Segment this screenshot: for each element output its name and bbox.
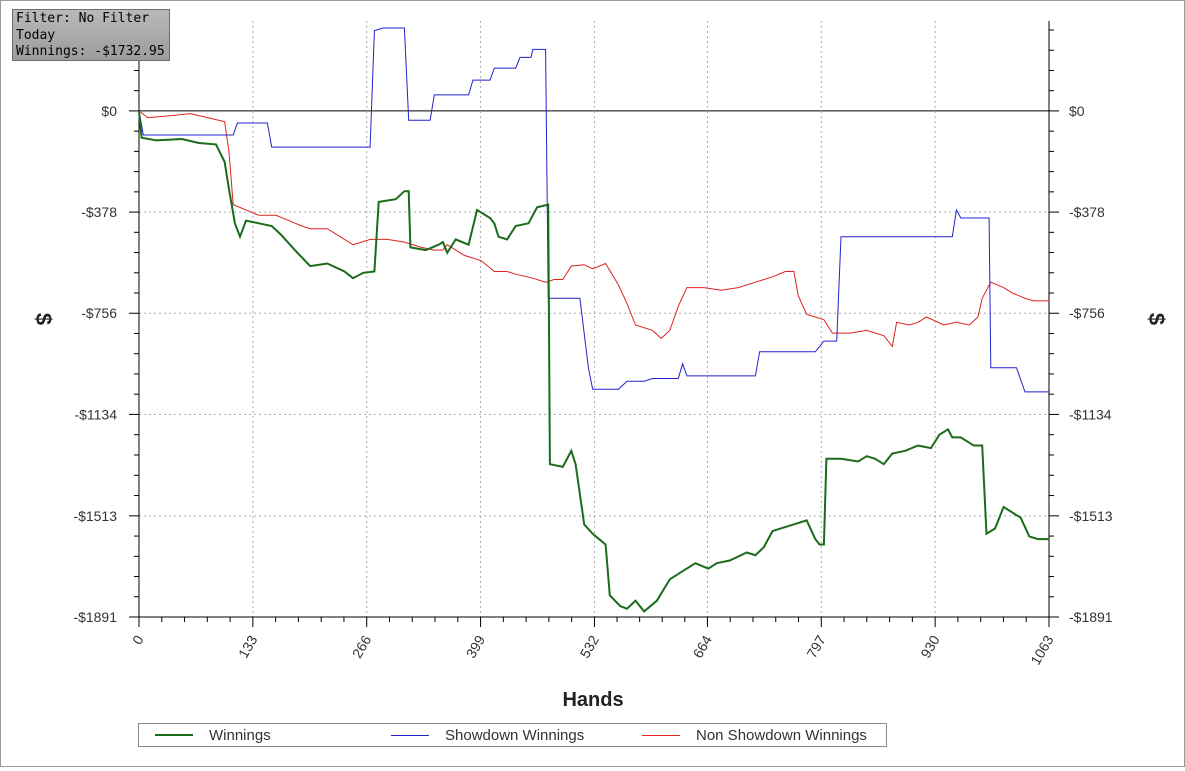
grid-lines	[139, 21, 1049, 618]
y-tick-label-right: -$756	[1069, 305, 1105, 321]
legend-label-non-showdown: Non Showdown Winnings	[696, 726, 867, 744]
x-tick-label: 532	[576, 632, 602, 660]
y-tick-labels-right: $0 -$378 -$756 -$1134 -$1513 -$1891	[1069, 103, 1113, 625]
showdown-winnings-series-line	[138, 27, 1049, 393]
y-tick-label-right: -$1891	[1069, 609, 1113, 625]
non-showdown-winnings-series-line	[138, 110, 1049, 348]
y-tick-label-right: -$1513	[1069, 508, 1113, 524]
filter-info-box: Filter: No Filter Today Winnings: -$1732…	[12, 9, 170, 61]
x-tick-label: 930	[917, 632, 943, 660]
legend: Winnings Showdown Winnings Non Showdown …	[138, 723, 887, 747]
x-tick-labels: 0 133 266 399 532 664 797 930 1063	[129, 632, 1057, 667]
legend-swatch-non-showdown	[642, 734, 680, 736]
filter-text: Filter: No Filter	[16, 11, 150, 26]
y-tick-label-left: -$1891	[73, 609, 117, 625]
legend-swatch-winnings	[155, 734, 193, 736]
y-axis-label-left: $	[31, 313, 56, 325]
y-tick-labels-left: $0 -$378 -$756 -$1134 -$1513 -$1891	[73, 103, 117, 625]
legend-label-showdown: Showdown Winnings	[445, 726, 585, 744]
y-tick-label-right: -$1134	[1069, 406, 1112, 422]
y-tick-label-right: $0	[1069, 103, 1085, 119]
y-tick-label-left: -$378	[81, 204, 117, 220]
y-tick-label-right: -$378	[1069, 204, 1105, 220]
winnings-series-line	[138, 110, 1049, 613]
x-tick-label: 797	[803, 632, 829, 660]
legend-item-winnings: Winnings	[155, 724, 271, 746]
y-tick-label-left: -$1513	[73, 508, 117, 524]
period-text: Today	[16, 27, 56, 43]
legend-item-non-showdown: Non Showdown Winnings	[642, 724, 867, 746]
legend-item-showdown: Showdown Winnings	[391, 724, 584, 746]
x-tick-label: 266	[349, 632, 375, 660]
ticks	[129, 29, 1059, 627]
legend-swatch-showdown	[391, 734, 429, 736]
y-tick-label-left: $0	[101, 103, 117, 119]
x-axis-label: Hands	[562, 689, 623, 711]
series-lines	[138, 27, 1049, 613]
y-axis-label-right: $	[1144, 313, 1169, 325]
x-tick-label: 399	[463, 632, 489, 660]
legend-label-winnings: Winnings	[209, 726, 271, 744]
winnings-total-text: Winnings: -$1732.95	[16, 44, 165, 59]
x-tick-label: 133	[235, 632, 261, 660]
y-tick-label-left: -$1134	[74, 406, 117, 422]
x-tick-label: 1063	[1027, 632, 1057, 667]
y-tick-label-left: -$756	[81, 305, 117, 321]
x-tick-label: 664	[689, 632, 715, 660]
x-tick-label: 0	[129, 632, 147, 647]
